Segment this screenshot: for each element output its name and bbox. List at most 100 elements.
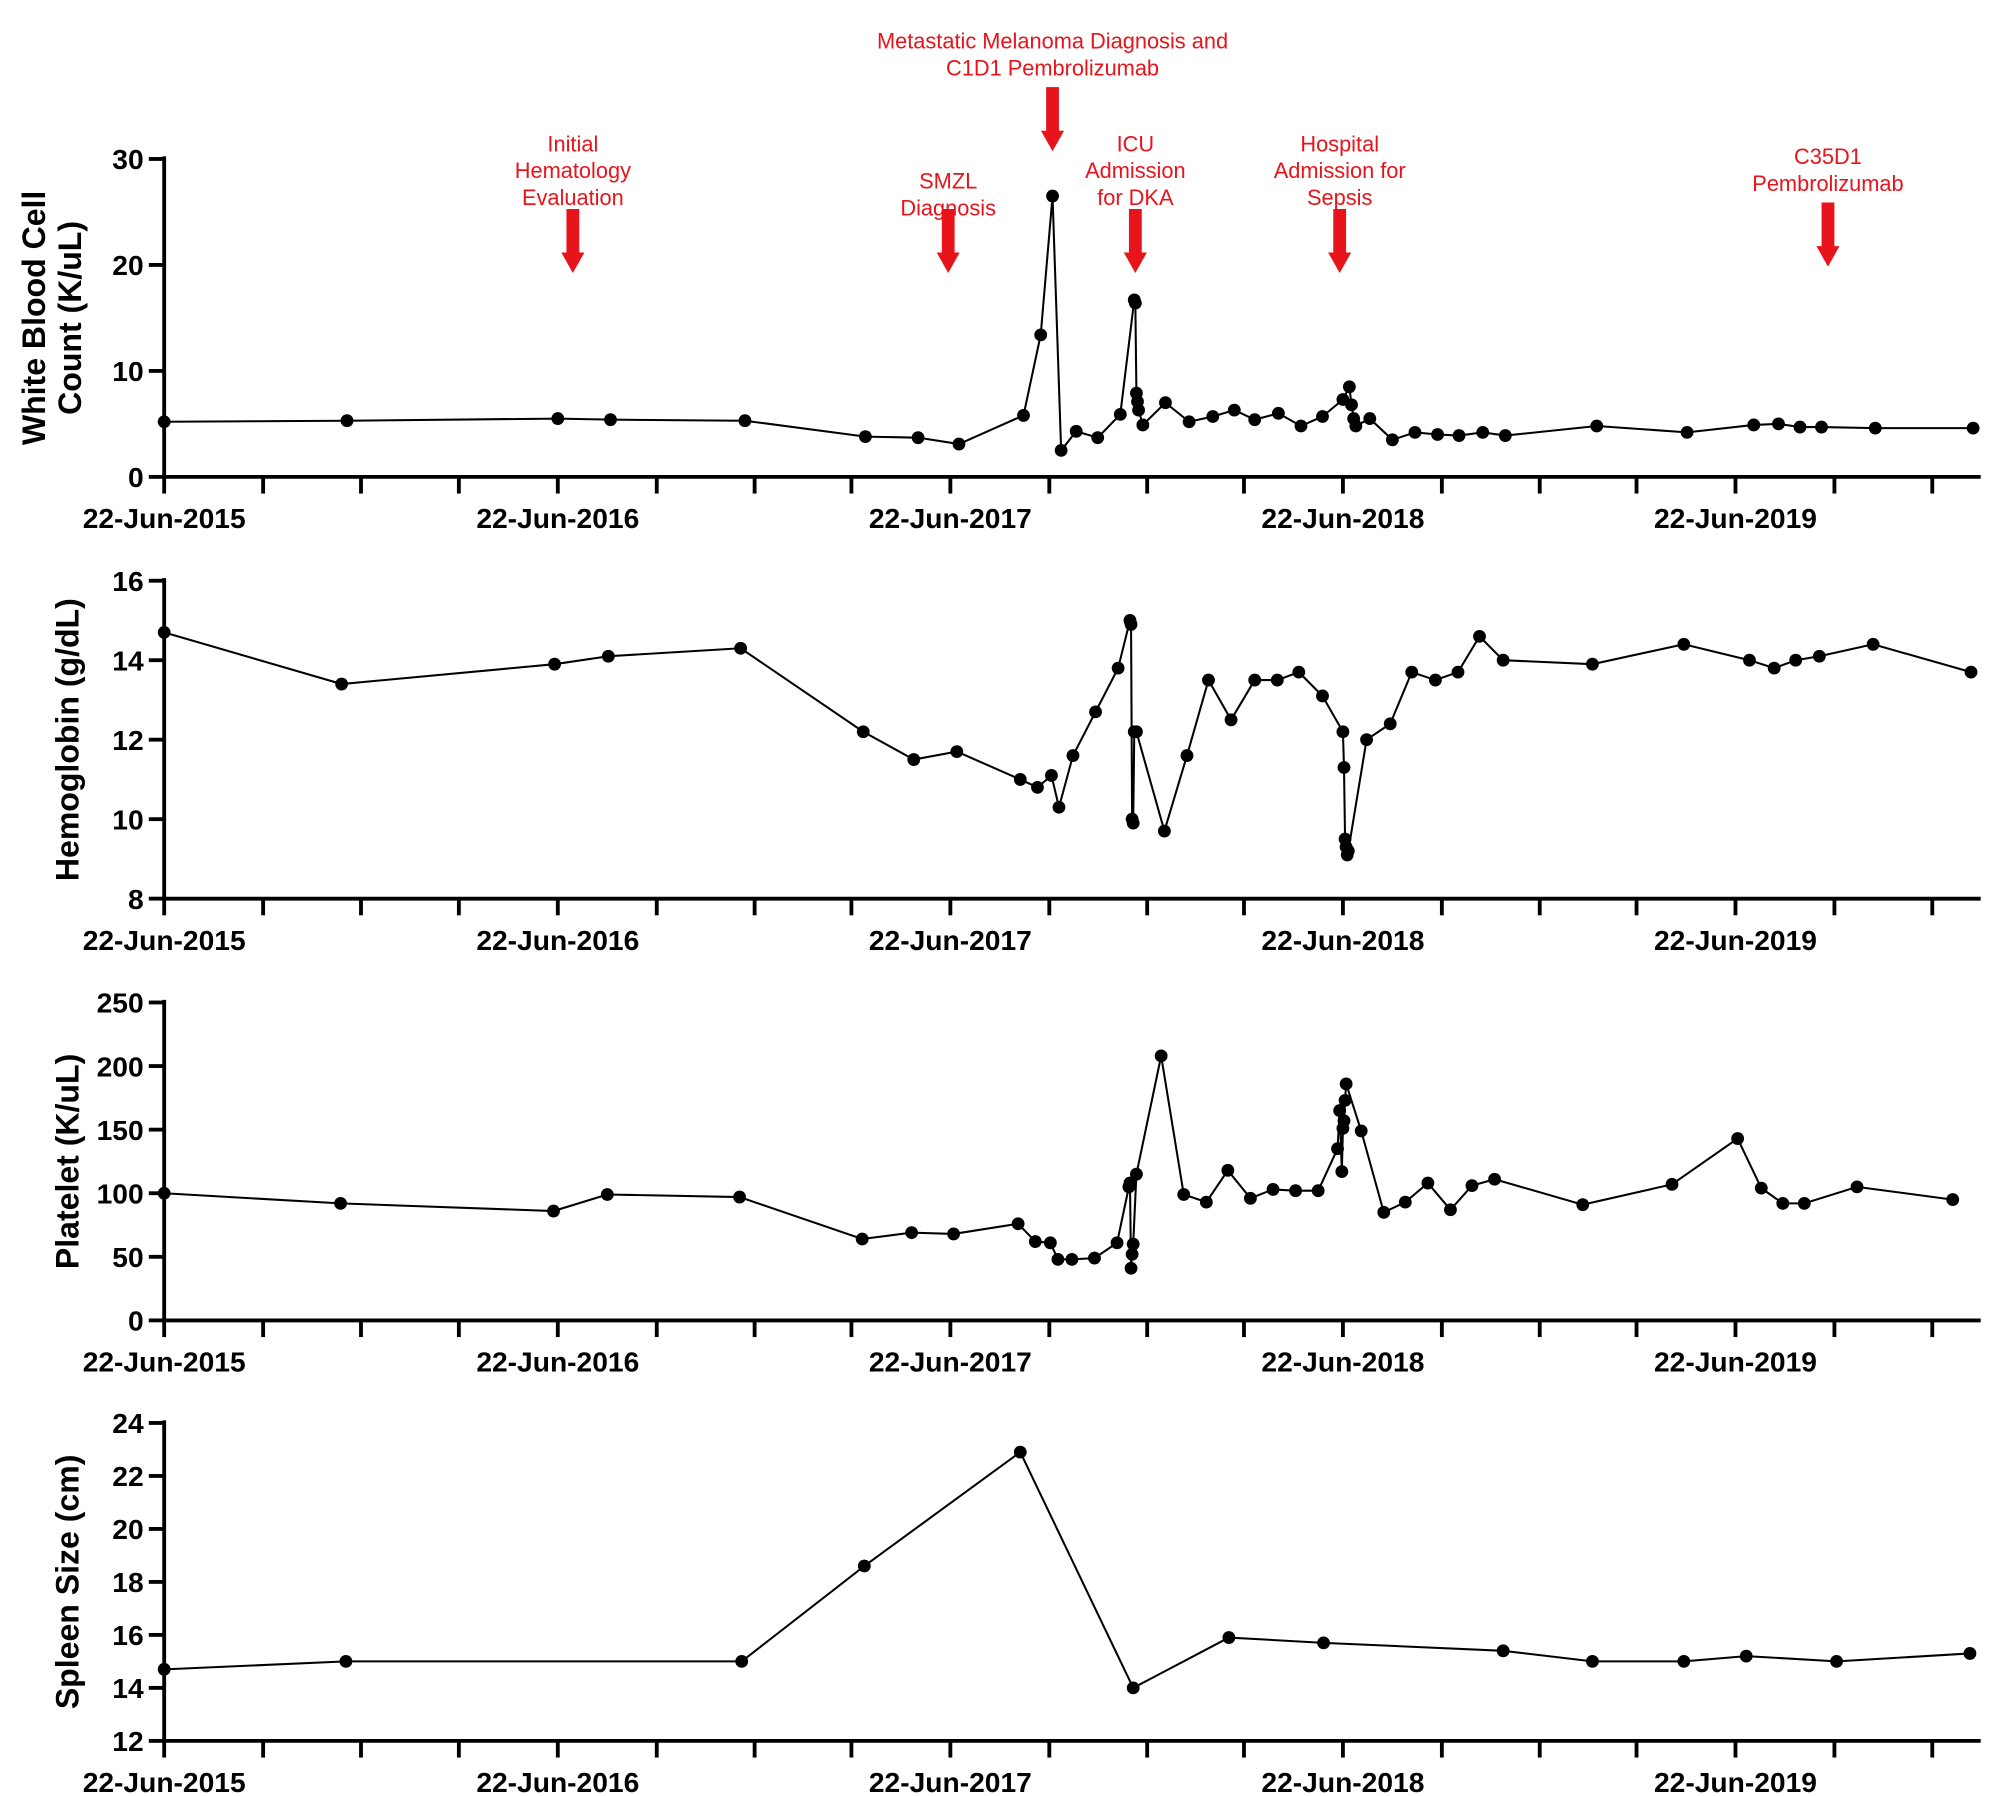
data-point bbox=[1333, 1104, 1347, 1117]
data-point bbox=[1743, 653, 1756, 667]
data-point bbox=[340, 414, 354, 428]
annotation-text: C35D1 bbox=[1794, 144, 1862, 169]
data-point bbox=[1206, 410, 1220, 423]
data-point bbox=[1266, 1183, 1280, 1196]
annotation-arrow bbox=[561, 208, 585, 274]
data-point bbox=[1850, 1180, 1864, 1194]
data-point bbox=[738, 414, 752, 428]
data-point bbox=[858, 430, 872, 444]
data-point bbox=[1136, 418, 1150, 432]
data-point bbox=[1013, 1445, 1027, 1459]
data-point bbox=[601, 649, 615, 663]
x-tick-label: 22-Jun-2017 bbox=[869, 502, 1032, 534]
data-point bbox=[734, 641, 748, 655]
x-tick-label: 22-Jun-2016 bbox=[476, 1766, 639, 1796]
data-point bbox=[1221, 1163, 1235, 1177]
x-tick-label: 22-Jun-2019 bbox=[1654, 502, 1817, 534]
data-point bbox=[1088, 1251, 1101, 1265]
x-tick-label: 22-Jun-2015 bbox=[83, 502, 246, 534]
data-point bbox=[1089, 705, 1102, 719]
annotation-arrow bbox=[1040, 87, 1065, 152]
y-tick-label: 20 bbox=[112, 249, 143, 281]
data-point bbox=[857, 1559, 871, 1573]
data-point bbox=[1772, 417, 1785, 431]
data-point bbox=[1421, 1176, 1435, 1190]
x-tick-label: 22-Jun-2015 bbox=[83, 1766, 246, 1796]
data-point bbox=[1946, 1193, 1960, 1206]
data-point bbox=[1586, 657, 1599, 671]
y-tick-label: 16 bbox=[112, 1619, 143, 1651]
data-line bbox=[164, 1450, 1970, 1690]
data-point bbox=[335, 677, 349, 691]
y-tick-label: 8 bbox=[128, 883, 144, 915]
data-point bbox=[907, 753, 921, 766]
x-tick-label: 22-Jun-2019 bbox=[1654, 1346, 1817, 1378]
annotation-text: Metastatic Melanoma Diagnosis and bbox=[877, 29, 1228, 54]
y-tick-label: 10 bbox=[112, 355, 143, 387]
data-point bbox=[1337, 1114, 1351, 1128]
y-tick-label: 30 bbox=[112, 143, 143, 175]
data-point bbox=[1248, 673, 1262, 687]
data-point bbox=[1731, 1132, 1745, 1145]
x-tick-label: 22-Jun-2015 bbox=[83, 1346, 246, 1378]
data-point bbox=[855, 1232, 869, 1246]
data-point bbox=[1451, 665, 1465, 679]
annotation-arrow bbox=[1816, 202, 1840, 267]
data-point bbox=[1126, 1237, 1140, 1251]
data-point bbox=[1868, 421, 1882, 435]
y-tick-label: 24 bbox=[112, 1407, 144, 1439]
data-point bbox=[339, 1654, 353, 1668]
data-point bbox=[1316, 410, 1329, 423]
data-point bbox=[1385, 433, 1399, 447]
x-tick-label: 22-Jun-2018 bbox=[1261, 502, 1424, 534]
data-point bbox=[1331, 1142, 1344, 1156]
data-point bbox=[1316, 689, 1329, 703]
data-point bbox=[1405, 665, 1419, 679]
data-point bbox=[1270, 673, 1284, 687]
data-point bbox=[1157, 824, 1171, 838]
data-point bbox=[735, 1654, 749, 1668]
data-point bbox=[1354, 1124, 1368, 1138]
x-tick-label: 22-Jun-2015 bbox=[83, 924, 246, 956]
data-point bbox=[1113, 407, 1127, 421]
annotation-arrow bbox=[1123, 208, 1147, 274]
data-point bbox=[1069, 424, 1083, 438]
data-line bbox=[164, 1055, 1953, 1269]
data-point bbox=[1576, 1198, 1590, 1212]
data-point bbox=[1289, 1184, 1303, 1198]
data-point bbox=[1066, 749, 1080, 762]
data-point bbox=[1111, 661, 1125, 675]
data-point bbox=[1345, 398, 1358, 412]
x-tick-label: 22-Jun-2019 bbox=[1654, 924, 1817, 956]
data-point bbox=[1665, 1177, 1679, 1191]
data-point bbox=[1383, 717, 1397, 731]
data-point bbox=[1046, 189, 1059, 203]
y-tick-label: 200 bbox=[97, 1050, 144, 1082]
data-point bbox=[1317, 1636, 1330, 1650]
data-point bbox=[600, 1188, 614, 1201]
data-point bbox=[1013, 773, 1027, 786]
data-point bbox=[1337, 761, 1351, 774]
y-tick-label: 12 bbox=[112, 724, 143, 756]
data-point bbox=[1452, 429, 1466, 442]
data-point bbox=[1677, 637, 1691, 651]
data-point bbox=[1747, 418, 1761, 432]
data-point bbox=[548, 657, 561, 671]
annotation-text: SMZL bbox=[919, 168, 977, 193]
data-point bbox=[1065, 1252, 1079, 1266]
x-tick-label: 22-Jun-2018 bbox=[1261, 1346, 1424, 1378]
x-tick-label: 22-Jun-2017 bbox=[869, 1346, 1032, 1378]
data-point bbox=[1248, 413, 1262, 427]
data-point bbox=[1126, 1681, 1140, 1695]
annotation-text: Evaluation bbox=[522, 185, 624, 210]
data-point bbox=[1128, 296, 1142, 310]
data-point bbox=[1964, 665, 1978, 679]
data-point bbox=[1360, 733, 1373, 747]
data-point bbox=[1815, 420, 1828, 434]
data-line bbox=[163, 616, 1972, 856]
y-axis-label: Count (K/uL) bbox=[52, 221, 88, 415]
data-point bbox=[1335, 1165, 1349, 1179]
y-tick-label: 18 bbox=[112, 1566, 143, 1598]
